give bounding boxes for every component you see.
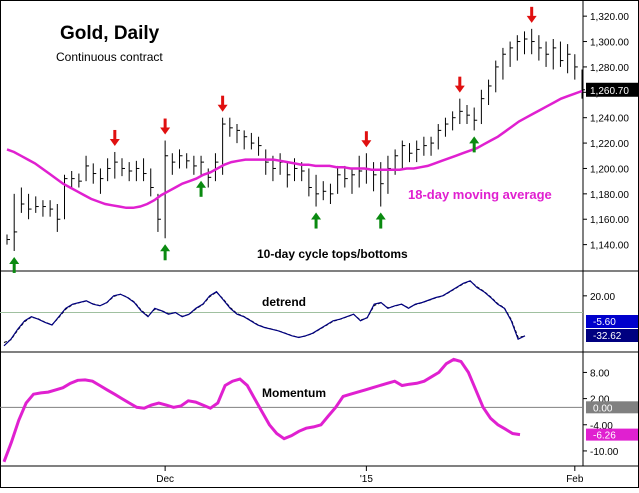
cycle-bottom-arrow-icon [469, 136, 480, 153]
price-ytick-label: 1,160.00 [590, 215, 629, 226]
momentum-label: Momentum [262, 386, 326, 400]
last-price-box [586, 82, 638, 97]
last-price-label: 1,260.70 [590, 86, 629, 97]
x-tick-label: Feb [566, 474, 584, 485]
cycle-bottom-arrow-icon [196, 180, 207, 197]
ma-annotation: 18-day moving average [408, 187, 552, 202]
detrend-label: detrend [262, 295, 306, 309]
cycle-bottom-arrow-icon [311, 212, 322, 229]
detrend-value-box-2 [586, 329, 638, 342]
momentum-value-label: -6.26 [593, 431, 616, 442]
x-tick-label: '15 [360, 474, 373, 485]
price-ytick-label: 1,240.00 [590, 114, 629, 125]
cycle-bottom-arrow-icon [375, 212, 386, 229]
momentum-zero-box [586, 401, 638, 414]
detrend-line [3, 280, 526, 347]
momentum-zero-label: 0.00 [593, 403, 613, 414]
cycle-top-arrow-icon [526, 6, 537, 23]
cycle-bottom-arrow-icon [9, 256, 20, 273]
price-ytick-label: 1,140.00 [590, 241, 629, 252]
cycle-annotation: 10-day cycle tops/bottoms [257, 247, 408, 261]
moving-average-line [6, 89, 583, 210]
price-ytick-label: 1,320.00 [590, 12, 629, 23]
momentum-ytick-label: 8.00 [590, 368, 610, 379]
momentum-ytick-label: -4.00 [590, 421, 613, 432]
detrend-ytick-label: 20.00 [590, 292, 615, 303]
x-tick-label: Dec [156, 474, 174, 485]
price-ytick-label: 1,180.00 [590, 190, 629, 201]
detrend-value-label-1: -5.60 [593, 317, 616, 328]
cycle-top-arrow-icon [109, 129, 120, 146]
cycle-top-arrow-icon [217, 95, 228, 112]
price-ytick-label: 1,220.00 [590, 139, 629, 150]
price-ytick-label: 1,200.00 [590, 164, 629, 175]
chart-subtitle: Continuous contract [56, 50, 163, 64]
detrend-value-label-2: -32.62 [593, 331, 622, 342]
price-ytick-label: 1,300.00 [590, 38, 629, 49]
cycle-top-arrow-icon [160, 118, 171, 135]
cycle-bottom-arrow-icon [160, 244, 171, 261]
momentum-line [2, 357, 521, 463]
detrend-value-box-1 [586, 315, 638, 328]
chart-title: Gold, Daily [60, 23, 160, 44]
cycle-top-arrow-icon [361, 131, 372, 148]
momentum-ytick-label: -10.00 [590, 447, 619, 458]
momentum-ytick-label: 2.00 [590, 395, 610, 406]
momentum-value-box [586, 428, 638, 441]
cycle-top-arrow-icon [454, 76, 465, 93]
price-ytick-label: 1,280.00 [590, 63, 629, 74]
